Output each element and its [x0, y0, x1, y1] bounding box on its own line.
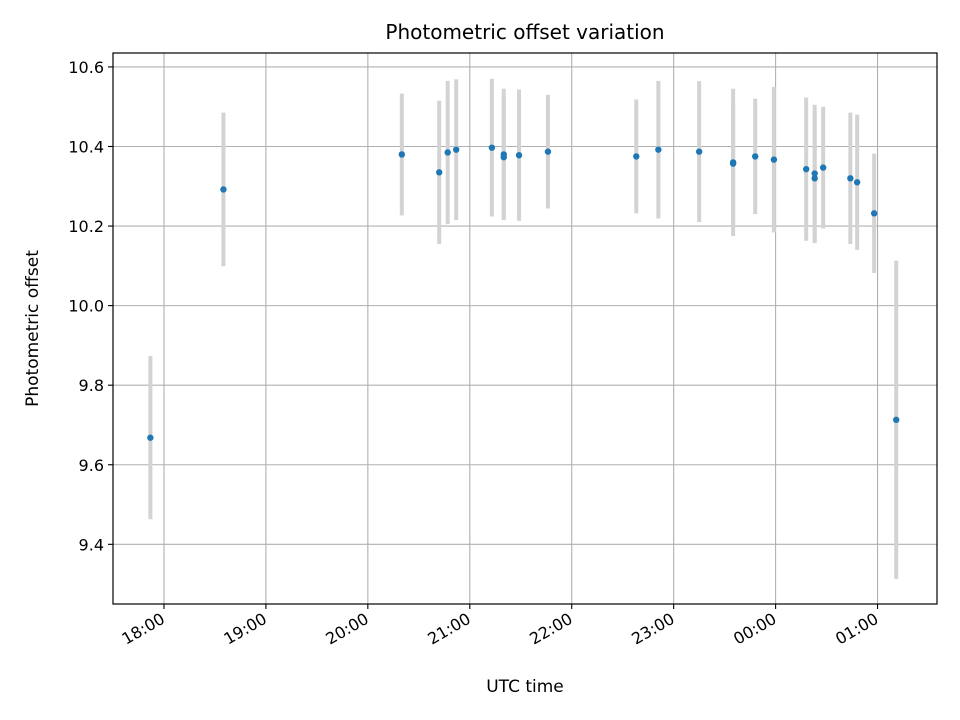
data-point — [500, 154, 507, 161]
x-tick-label: 20:00 — [322, 609, 371, 649]
data-point — [752, 153, 759, 160]
y-tick-label: 10.6 — [68, 58, 104, 77]
y-axis-label: Photometric offset — [23, 250, 43, 407]
data-point — [811, 170, 818, 177]
y-tick-label: 9.6 — [79, 456, 104, 475]
x-tick-label: 21:00 — [424, 609, 473, 649]
data-point — [695, 148, 703, 155]
y-tick-label: 10.4 — [68, 137, 104, 156]
y-tick-label: 9.4 — [79, 535, 104, 554]
x-tick-label: 19:00 — [220, 609, 269, 649]
x-tick-label: 00:00 — [730, 609, 779, 649]
data-point — [802, 165, 810, 173]
data-point — [147, 434, 154, 441]
data-point — [220, 186, 227, 193]
data-point — [819, 164, 827, 171]
data-point — [436, 169, 443, 176]
x-tick-label: 01:00 — [832, 609, 881, 649]
y-tick-label: 9.8 — [79, 376, 104, 395]
chart-title: Photometric offset variation — [385, 20, 664, 44]
data-point — [893, 416, 900, 424]
data-point — [811, 175, 818, 182]
grid — [113, 53, 937, 604]
data-point — [853, 179, 861, 186]
data-point — [847, 175, 854, 182]
data-point — [515, 152, 523, 159]
data-point — [655, 146, 662, 153]
x-tick-label: 22:00 — [526, 609, 575, 649]
x-tick-label: 18:00 — [119, 609, 168, 649]
y-tick-label: 10.2 — [68, 217, 104, 236]
error-bars — [148, 78, 899, 579]
x-axis-ticks: 18:00 19:00 20:00 21:00 22:00 23:00 00:00 01:00 — [119, 604, 882, 649]
data-point — [452, 146, 460, 153]
x-tick-label: 23:00 — [628, 609, 677, 649]
data-point — [633, 153, 640, 160]
data-points — [147, 144, 900, 441]
y-axis-ticks: 9.4 9.6 9.8 10.0 10.2 10.4 10.6 — [68, 58, 113, 554]
data-point — [870, 210, 878, 217]
plot-frame — [112, 52, 938, 605]
y-tick-label: 10.0 — [68, 297, 104, 316]
data-point — [544, 148, 552, 155]
x-axis-label: UTC time — [486, 677, 564, 697]
data-point — [444, 149, 451, 156]
data-point — [488, 144, 496, 151]
data-point — [398, 151, 406, 158]
data-point — [770, 156, 778, 163]
data-point — [729, 160, 737, 167]
